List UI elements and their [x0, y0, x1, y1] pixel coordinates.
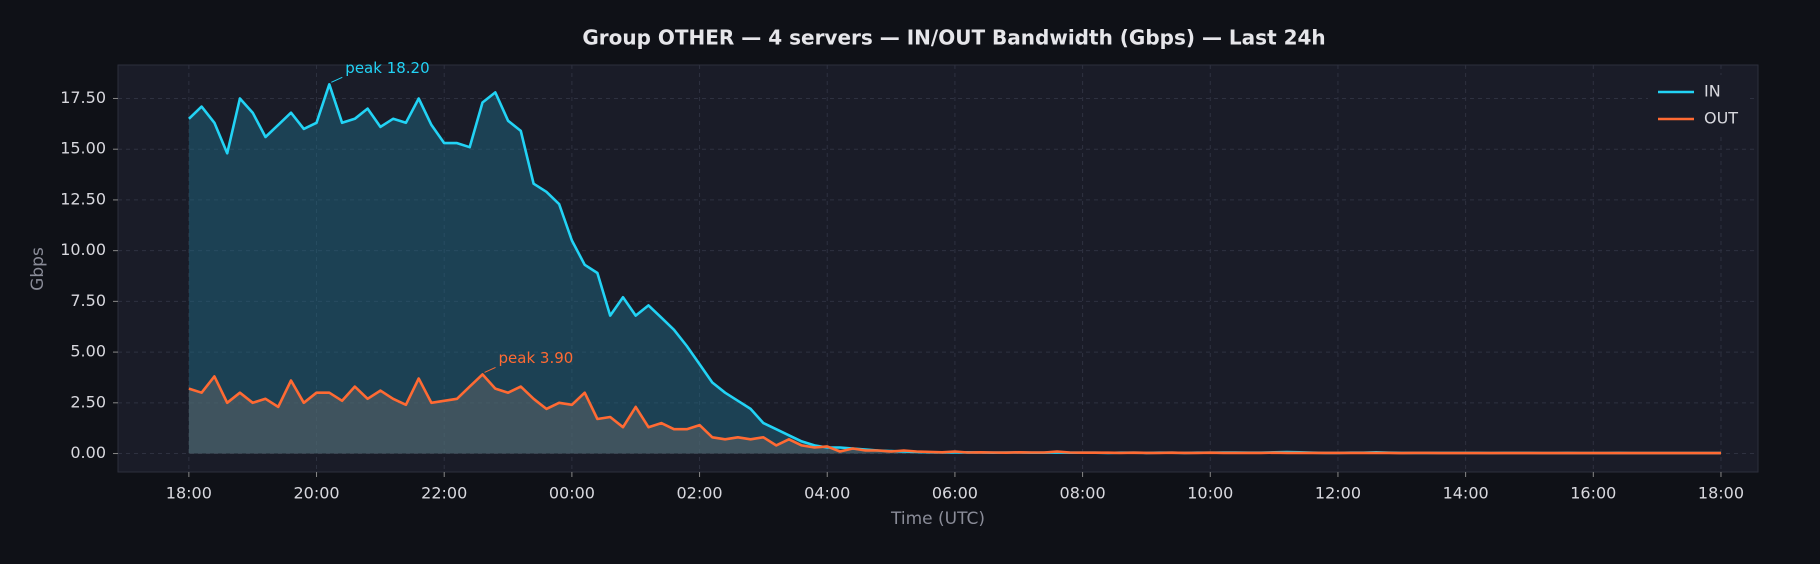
annotation: peak 18.20	[345, 59, 429, 77]
x-tick-label: 00:00	[549, 484, 595, 503]
annotation-pointer	[331, 76, 343, 83]
series-area	[188, 84, 1721, 454]
x-tick-label: 12:00	[1315, 484, 1361, 503]
x-tick-label: 10:00	[1187, 484, 1233, 503]
legend-label: IN	[1704, 82, 1721, 101]
x-tick-label: 22:00	[421, 484, 467, 503]
legend-label: OUT	[1704, 109, 1738, 128]
series-line	[188, 373, 1721, 455]
y-tick-label: 7.50	[70, 291, 106, 310]
x-axis-label: Time (UTC)	[890, 509, 985, 529]
x-tick-label: 04:00	[804, 484, 850, 503]
y-axis-label: Gbps	[28, 247, 48, 291]
annotation-pointer	[484, 366, 496, 373]
chart-title: Group OTHER — 4 servers — IN/OUT Bandwid…	[582, 26, 1325, 50]
y-tick-label: 15.00	[60, 139, 106, 158]
x-tick-label: 02:00	[677, 484, 723, 503]
x-tick-label: 16:00	[1570, 484, 1616, 503]
y-tick-label: 12.50	[60, 189, 106, 208]
y-tick-label: 0.00	[70, 443, 106, 462]
y-tick-label: 2.50	[70, 392, 106, 411]
annotation: peak 3.90	[499, 349, 574, 367]
y-tick-label: 5.00	[70, 342, 106, 361]
x-tick-label: 18:00	[166, 484, 212, 503]
y-tick-label: 17.50	[60, 88, 106, 107]
x-tick-label: 18:00	[1698, 484, 1744, 503]
x-tick-label: 06:00	[932, 484, 978, 503]
y-tick-label: 10.00	[60, 240, 106, 259]
plot-area	[117, 64, 1759, 473]
x-tick-label: 08:00	[1060, 484, 1106, 503]
x-tick-label: 14:00	[1443, 484, 1489, 503]
x-tick-label: 20:00	[293, 484, 339, 503]
series-area	[188, 374, 1721, 454]
